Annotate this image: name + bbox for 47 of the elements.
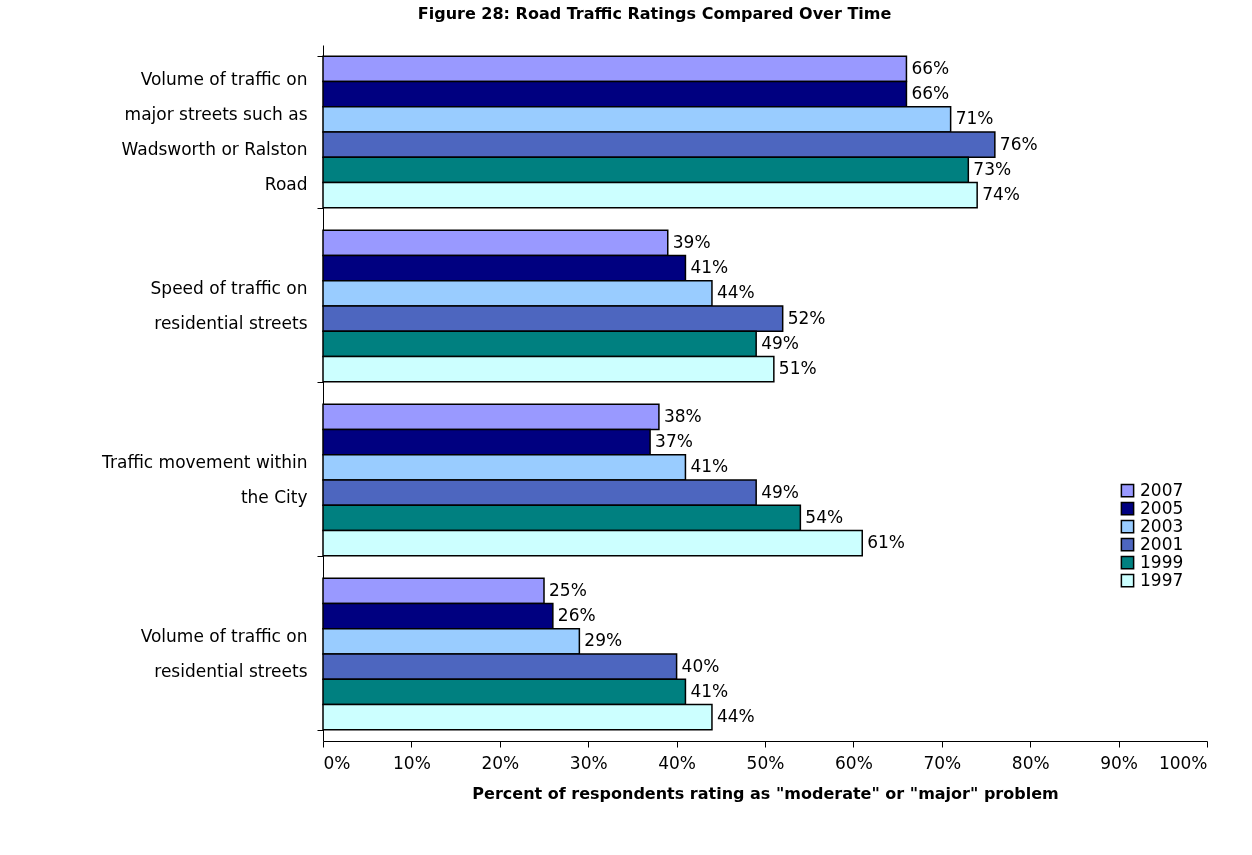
data-label: 38%: [663, 405, 702, 426]
legend-label: 2007: [1140, 479, 1184, 500]
y-tick-label: Volume of traffic on major streets such as Wadsworth or Ralston Road: [121, 69, 308, 194]
x-tick-label: 0%: [323, 752, 351, 773]
data-label: 54%: [805, 506, 844, 527]
legend-label: 2003: [1140, 515, 1184, 536]
data-label: 52%: [787, 307, 826, 328]
data-label: 41%: [690, 680, 729, 701]
y-tick-label: Traffic movement within the City: [101, 452, 308, 507]
y-tick-label: Speed of traffic on residential streets: [150, 278, 308, 333]
x-tick-label: 100%: [1158, 752, 1208, 773]
legend-label: 1999: [1140, 551, 1184, 572]
data-label: 49%: [761, 481, 799, 502]
data-label: 40%: [681, 655, 720, 676]
data-label: 39%: [672, 231, 711, 252]
x-tick-label: 60%: [835, 752, 873, 773]
data-label: 44%: [716, 706, 755, 727]
data-label: 44%: [716, 282, 755, 303]
data-label: 73%: [973, 158, 1012, 179]
x-axis-title: Percent of respondents rating as "moderate" or "major" problem: [472, 783, 1059, 803]
x-tick-label: 50%: [746, 752, 785, 773]
x-tick-label: 40%: [658, 752, 696, 773]
x-tick-label: 80%: [1011, 752, 1050, 773]
y-tick-label: Volume of traffic on residential streets: [140, 626, 308, 681]
data-label: 71%: [955, 108, 994, 129]
data-label: 49%: [761, 332, 799, 353]
data-label: 61%: [867, 532, 906, 553]
data-label: 26%: [557, 605, 596, 626]
data-label: 37%: [655, 431, 693, 452]
data-label: 41%: [690, 257, 729, 278]
data-label: 25%: [549, 579, 587, 600]
data-label: 66%: [911, 83, 950, 104]
data-label: 76%: [999, 133, 1038, 154]
x-tick-label: 90%: [1100, 752, 1138, 773]
x-tick-label: 10%: [393, 752, 431, 773]
legend-label: 2001: [1140, 533, 1184, 554]
x-tick-label: 70%: [923, 752, 962, 773]
legend-label: 2005: [1140, 497, 1184, 518]
data-label: 74%: [982, 184, 1020, 205]
data-label: 66%: [911, 57, 950, 78]
data-label: 51%: [778, 358, 817, 379]
legend-label: 1997: [1140, 569, 1184, 590]
data-label: 29%: [584, 630, 623, 651]
chart-title: Figure 28: Road Traffic Ratings Compared Over Time: [417, 4, 892, 23]
x-tick-label: 20%: [481, 752, 520, 773]
x-tick-label: 30%: [569, 752, 608, 773]
data-label: 41%: [690, 456, 729, 477]
